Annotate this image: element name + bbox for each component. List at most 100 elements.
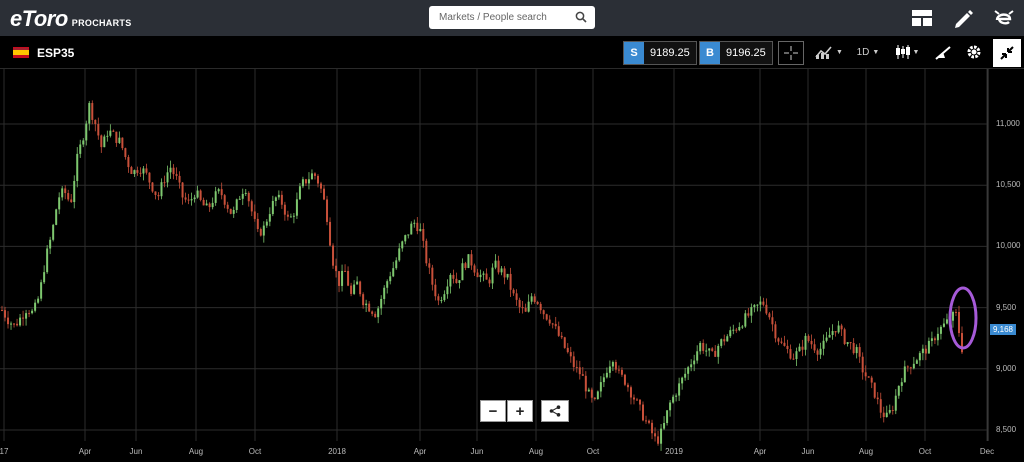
candle-body [7,317,10,325]
candle-body [467,254,470,268]
candle-body [121,137,124,149]
buy-price-button[interactable]: B 9196.25 [699,41,773,65]
logo[interactable]: eToro PROCHARTS [10,6,132,32]
candle-body [133,170,136,175]
candle-body [810,340,813,345]
candle-body [244,192,247,194]
candle-body [326,199,329,222]
candle-body [208,203,211,208]
zoom-out-button[interactable]: − [480,400,506,422]
candle-body [530,296,533,302]
candle-body [687,367,690,374]
candle-body [620,369,623,375]
current-price-badge: 9,168 [990,324,1016,335]
sell-price-button[interactable]: S 9189.25 [623,41,697,65]
search-input[interactable] [437,11,571,24]
candle-body [584,375,587,392]
candle-body [657,436,660,444]
candle-body [753,304,756,308]
candle-body [533,296,536,302]
crosshair-button[interactable] [778,41,804,65]
candle-body [684,373,687,378]
share-icon [549,405,561,417]
candle-body [199,190,202,200]
candle-body [94,119,97,125]
interval-dropdown[interactable]: 1D ▼ [855,41,881,63]
candle-body [265,221,268,226]
candle-body [452,274,455,279]
price-chart[interactable] [0,69,1024,462]
candle-body [289,216,292,218]
candle-body [440,300,443,302]
search-box[interactable] [429,6,595,29]
candle-body [362,294,365,306]
x-tick-label: Oct [918,447,932,456]
candle-body [849,342,852,344]
candle-body [485,273,488,280]
instrument-symbol: ESP35 [37,46,75,60]
chart-type-button[interactable]: ▼ [893,41,921,63]
candle-body [49,239,52,249]
candle-body [118,137,121,143]
candle-body [936,333,939,341]
x-tick-label: Jun [801,447,815,456]
candle-body [407,234,410,236]
candle-body [335,265,338,272]
zoom-in-button[interactable]: + [507,400,533,422]
candle-body [76,153,79,181]
candle-body [961,333,963,353]
candle-body [789,349,792,359]
candle-body [271,200,274,215]
settings-button[interactable] [963,41,985,63]
candle-body [142,168,145,174]
candle-body [891,410,894,412]
candle-body [380,298,383,309]
candle-body [512,289,515,294]
indicators-icon [815,46,832,59]
candle-body [235,199,238,210]
minimize-button[interactable] [993,39,1021,67]
candle-body [154,191,157,195]
x-tick-label: Oct [248,447,262,456]
pencil-icon[interactable] [952,6,976,30]
indicators-button[interactable]: ▼ [814,41,844,63]
candle-body [551,323,554,325]
candle-body [614,362,617,370]
x-tick-label: Apr [753,447,767,456]
search-icon[interactable] [575,11,587,23]
layout-icon[interactable] [910,6,934,30]
candle-body [828,334,831,338]
candle-body [774,324,777,339]
candle-body [181,182,184,198]
logo-text: eToro [10,6,68,31]
candle-body [28,313,31,315]
candle-body [431,267,434,285]
candle-body [807,335,810,341]
interval-label: 1D [856,46,870,58]
x-tick-label: 2019 [665,447,683,456]
x-tick-label: Aug [188,447,204,456]
candle-body [852,343,855,354]
candle-type-icon [895,45,910,59]
candle-body [744,313,747,327]
candle-body [277,194,280,198]
candle-body [40,282,43,299]
candle-body [578,367,581,375]
candle-body [876,397,879,400]
candle-body [801,346,804,350]
candle-body [786,345,789,350]
candle-body [879,399,882,413]
candle-body [927,340,930,354]
candle-body [545,314,548,320]
share-button[interactable] [541,400,569,422]
candle-body [223,195,226,205]
candle-body [169,167,172,173]
candle-body [873,382,876,398]
candle-body [313,173,316,176]
etoro-e-icon[interactable] [992,6,1016,30]
drawing-tools-button[interactable] [932,41,954,63]
candle-body [193,197,196,200]
candle-body [840,325,843,330]
candle-body [241,193,244,199]
candle-body [449,274,452,287]
